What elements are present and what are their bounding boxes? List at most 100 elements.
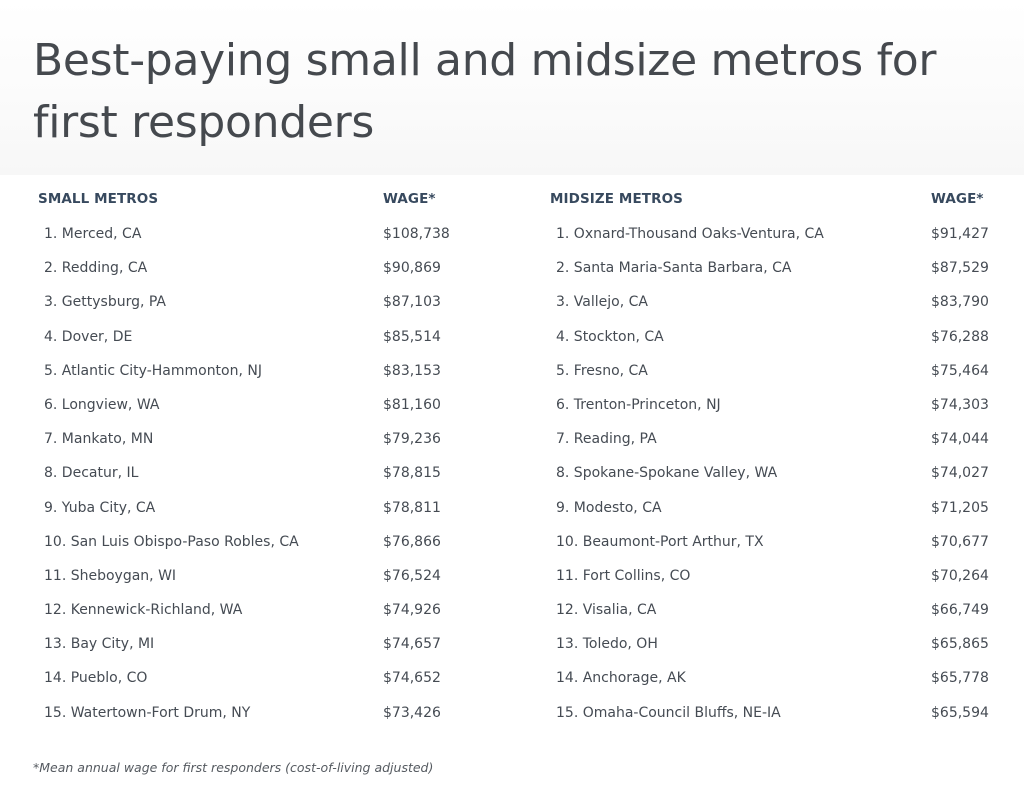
metro-wage: $83,153 xyxy=(383,362,441,379)
table-row: 1. Merced, CA $108,738 xyxy=(38,226,462,260)
table-row: 11. Fort Collins, CO $70,264 xyxy=(550,568,998,602)
table-row: 15. Omaha-Council Bluffs, NE-IA $65,594 xyxy=(550,705,998,739)
table-row: 5. Atlantic City-Hammonton, NJ $83,153 xyxy=(38,363,462,397)
metro-name: 13. Bay City, MI xyxy=(44,636,155,653)
metro-name: 7. Reading, PA xyxy=(556,431,657,448)
metro-name: 5. Fresno, CA xyxy=(556,362,648,379)
metro-wage: $108,738 xyxy=(383,226,450,242)
midsize-metros-wage-header: WAGE* xyxy=(931,191,984,207)
metro-wage: $66,749 xyxy=(931,602,989,619)
metro-wage: $74,926 xyxy=(383,602,441,619)
metro-name: 1. Merced, CA xyxy=(44,226,142,242)
metro-name: 7. Mankato, MN xyxy=(44,431,154,448)
table-row: 10. Beaumont-Port Arthur, TX $70,677 xyxy=(550,534,998,568)
metro-name: 6. Trenton-Princeton, NJ xyxy=(556,396,721,413)
metro-name: 8. Decatur, IL xyxy=(44,465,139,482)
table-row: 9. Modesto, CA $71,205 xyxy=(550,500,998,534)
metro-wage: $71,205 xyxy=(931,499,989,516)
metro-wage: $87,529 xyxy=(931,260,989,277)
midsize-metros-table: MIDSIZE METROS WAGE* 1. Oxnard-Thousand … xyxy=(550,191,998,721)
midsize-metros-header: MIDSIZE METROS xyxy=(550,191,683,207)
table-row: 14. Anchorage, AK $65,778 xyxy=(550,670,998,704)
metro-name: 13. Toledo, OH xyxy=(556,636,658,653)
metro-wage: $79,236 xyxy=(383,431,441,448)
metro-name: 2. Redding, CA xyxy=(44,260,148,277)
table-row: 2. Redding, CA $90,869 xyxy=(38,260,462,294)
small-metros-rows: 1. Merced, CA $108,738 2. Redding, CA $90,8… xyxy=(38,226,462,739)
metro-name: 3. Vallejo, CA xyxy=(556,294,648,311)
table-row: 6. Trenton-Princeton, NJ $74,303 xyxy=(550,397,998,431)
metro-wage: $74,027 xyxy=(931,465,989,482)
metro-wage: $70,264 xyxy=(931,567,989,584)
metro-wage: $90,869 xyxy=(383,260,441,277)
metro-wage: $91,427 xyxy=(931,226,989,242)
metro-name: 2. Santa Maria-Santa Barbara, CA xyxy=(556,260,792,277)
metro-wage: $81,160 xyxy=(383,396,441,413)
metro-name: 9. Yuba City, CA xyxy=(44,499,156,516)
metro-wage: $87,103 xyxy=(383,294,441,311)
table-row: 10. San Luis Obispo-Paso Robles, CA $76,8… xyxy=(38,534,462,568)
table-row: 8. Decatur, IL $78,815 xyxy=(38,465,462,499)
table-row: 2. Santa Maria-Santa Barbara, CA $87,529 xyxy=(550,260,998,294)
midsize-metros-rows: 1. Oxnard-Thousand Oaks-Ventura, CA $91,4… xyxy=(550,226,998,739)
table-row: 13. Bay City, MI $74,657 xyxy=(38,636,462,670)
small-metros-wage-header: WAGE* xyxy=(383,191,436,207)
page-title: Best-paying small and midsize metros for… xyxy=(33,35,937,148)
small-metros-header-row: SMALL METROS WAGE* xyxy=(38,191,462,211)
table-row: 12. Kennewick-Richland, WA $74,926 xyxy=(38,602,462,636)
metro-name: 9. Modesto, CA xyxy=(556,499,662,516)
metro-name: 1. Oxnard-Thousand Oaks-Ventura, CA xyxy=(556,226,824,242)
metro-wage: $78,815 xyxy=(383,465,441,482)
metro-name: 6. Longview, WA xyxy=(44,396,160,413)
table-row: 15. Watertown-Fort Drum, NY $73,426 xyxy=(38,705,462,739)
metro-name: 10. Beaumont-Port Arthur, TX xyxy=(556,533,764,550)
metro-name: 11. Sheboygan, WI xyxy=(44,567,177,584)
table-row: 5. Fresno, CA $75,464 xyxy=(550,363,998,397)
metro-wage: $65,778 xyxy=(931,670,989,687)
metro-name: 8. Spokane-Spokane Valley, WA xyxy=(556,465,778,482)
table-row: 13. Toledo, OH $65,865 xyxy=(550,636,998,670)
metro-wage: $65,594 xyxy=(931,704,989,721)
metro-wage: $74,657 xyxy=(383,636,441,653)
metro-wage: $73,426 xyxy=(383,704,441,721)
metro-wage: $85,514 xyxy=(383,328,441,345)
metro-wage: $78,811 xyxy=(383,499,441,516)
metro-name: 10. San Luis Obispo-Paso Robles, CA xyxy=(44,533,299,550)
metro-wage: $76,524 xyxy=(383,567,441,584)
metro-name: 5. Atlantic City-Hammonton, NJ xyxy=(44,362,262,379)
metro-wage: $76,288 xyxy=(931,328,989,345)
table-row: 3. Vallejo, CA $83,790 xyxy=(550,294,998,328)
table-row: 7. Reading, PA $74,044 xyxy=(550,431,998,465)
table-row: 3. Gettysburg, PA $87,103 xyxy=(38,294,462,328)
small-metros-header: SMALL METROS xyxy=(38,191,159,207)
title-band xyxy=(0,0,1024,175)
metro-name: 15. Watertown-Fort Drum, NY xyxy=(44,704,251,721)
table-row: 9. Yuba City, CA $78,811 xyxy=(38,500,462,534)
metro-wage: $83,790 xyxy=(931,294,989,311)
table-row: 7. Mankato, MN $79,236 xyxy=(38,431,462,465)
metro-wage: $74,652 xyxy=(383,670,441,687)
metro-name: 4. Dover, DE xyxy=(44,328,133,345)
metro-name: 3. Gettysburg, PA xyxy=(44,294,167,311)
table-row: 4. Stockton, CA $76,288 xyxy=(550,329,998,363)
metro-wage: $74,044 xyxy=(931,431,989,448)
table-row: 11. Sheboygan, WI $76,524 xyxy=(38,568,462,602)
metro-name: 14. Pueblo, CO xyxy=(44,670,148,687)
table-row: 14. Pueblo, CO $74,652 xyxy=(38,670,462,704)
metro-name: 12. Visalia, CA xyxy=(556,602,657,619)
table-row: 4. Dover, DE $85,514 xyxy=(38,329,462,363)
midsize-metros-header-row: MIDSIZE METROS WAGE* xyxy=(550,191,998,211)
metro-name: 14. Anchorage, AK xyxy=(556,670,686,687)
metro-name: 12. Kennewick-Richland, WA xyxy=(44,602,243,619)
metro-wage: $75,464 xyxy=(931,362,989,379)
metro-name: 15. Omaha-Council Bluffs, NE-IA xyxy=(556,704,781,721)
metro-name: 11. Fort Collins, CO xyxy=(556,567,691,584)
table-row: 6. Longview, WA $81,160 xyxy=(38,397,462,431)
table-row: 12. Visalia, CA $66,749 xyxy=(550,602,998,636)
table-row: 1. Oxnard-Thousand Oaks-Ventura, CA $91,4… xyxy=(550,226,998,260)
metro-wage: $74,303 xyxy=(931,396,989,413)
metro-name: 4. Stockton, CA xyxy=(556,328,664,345)
metro-wage: $76,866 xyxy=(383,533,441,550)
table-row: 8. Spokane-Spokane Valley, WA $74,027 xyxy=(550,465,998,499)
small-metros-table: SMALL METROS WAGE* 1. Merced, CA $108,738… xyxy=(38,191,462,721)
